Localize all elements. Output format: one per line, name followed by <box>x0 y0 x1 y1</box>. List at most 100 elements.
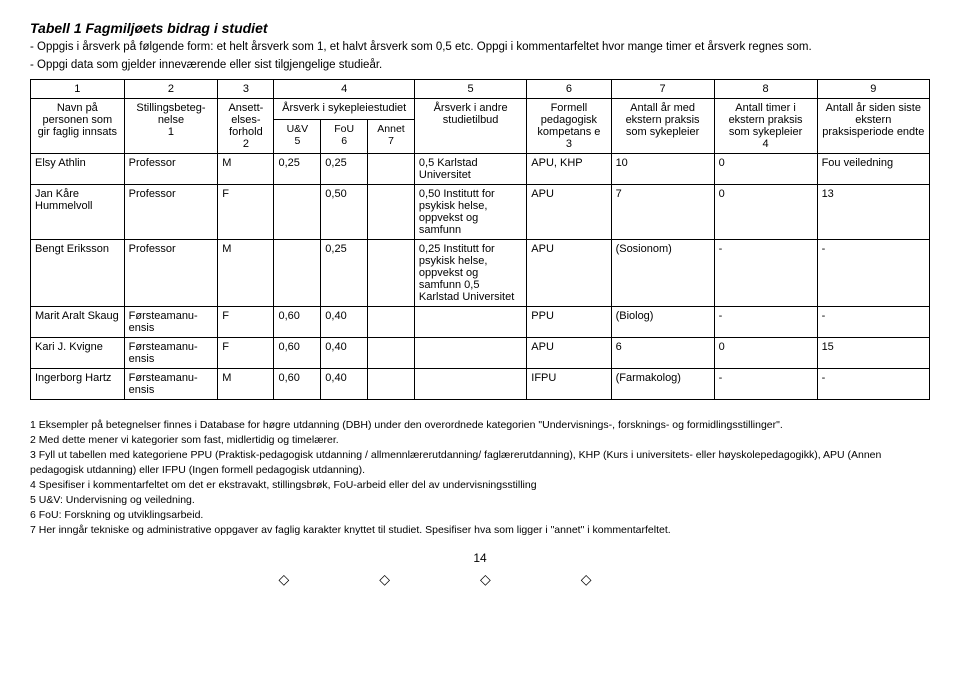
header-row: Navn på personen som gir faglig innsats … <box>31 99 930 120</box>
footnote-3: 3 Fyll ut tabellen med kategoriene PPU (… <box>30 448 930 476</box>
table-row: Marit Aralt SkaugFørsteamanu-ensisF0,600… <box>31 307 930 338</box>
cell-stilling: Førsteamanu-ensis <box>124 307 218 338</box>
cell-annet <box>368 185 415 240</box>
cell-uv: 0,60 <box>274 369 321 400</box>
cell-formell: PPU <box>527 307 611 338</box>
hdr-formell-fn: 3 <box>566 138 572 150</box>
hdr-formell: Formell pedagogisk kompetans e3 <box>527 99 611 154</box>
cell-andre: 0,5 Karlstad Universitet <box>414 154 526 185</box>
cell-fou: 0,25 <box>321 154 368 185</box>
colnum-3: 3 <box>218 80 274 99</box>
cell-uv: 0,25 <box>274 154 321 185</box>
cell-stilling: Professor <box>124 154 218 185</box>
page-number: 14 <box>30 551 930 565</box>
cell-annet <box>368 338 415 369</box>
colnum-4: 4 <box>274 80 414 99</box>
cell-timer: - <box>714 369 817 400</box>
cell-andre <box>414 307 526 338</box>
cell-formell: APU, KHP <box>527 154 611 185</box>
hdr-uv: U&V5 <box>274 119 321 153</box>
hdr-forhold: Ansett-elses-forhold2 <box>218 99 274 154</box>
cell-aar_med: (Biolog) <box>611 307 714 338</box>
cell-andre <box>414 369 526 400</box>
footnote-6: 6 FoU: Forskning og utviklingsarbeid. <box>30 508 930 522</box>
cell-aar_siden: - <box>817 240 929 307</box>
cell-timer: - <box>714 307 817 338</box>
colnum-6: 6 <box>527 80 611 99</box>
cell-aar_siden: 13 <box>817 185 929 240</box>
cell-aar_med: 10 <box>611 154 714 185</box>
cell-navn: Marit Aralt Skaug <box>31 307 125 338</box>
cell-aar_med: (Farmakolog) <box>611 369 714 400</box>
footnote-4: 4 Spesifiser i kommentarfeltet om det er… <box>30 478 930 492</box>
table-row: Elsy AthlinProfessorM0,250,250,5 Karlsta… <box>31 154 930 185</box>
hdr-aarsiden: Antall år siden siste ekstern praksisper… <box>817 99 929 154</box>
cell-forhold: M <box>218 240 274 307</box>
cell-formell: IFPU <box>527 369 611 400</box>
hdr-annet-fn: 7 <box>388 135 394 147</box>
cell-navn: Bengt Eriksson <box>31 240 125 307</box>
footnote-5: 5 U&V: Undervisning og veiledning. <box>30 493 930 507</box>
cell-forhold: M <box>218 369 274 400</box>
hdr-navn: Navn på personen som gir faglig innsats <box>31 99 125 154</box>
cell-aar_med: 6 <box>611 338 714 369</box>
note-1: - Oppgis i årsverk på følgende form: et … <box>30 40 930 56</box>
cell-stilling: Førsteamanu-ensis <box>124 338 218 369</box>
cell-timer: 0 <box>714 154 817 185</box>
footnote-1: 1 Eksempler på betegnelser finnes i Data… <box>30 418 930 432</box>
cell-uv: 0,60 <box>274 307 321 338</box>
hdr-timer-text: Antall timer i ekstern praksis som sykep… <box>729 102 803 138</box>
cell-formell: APU <box>527 240 611 307</box>
hdr-uv-fn: 5 <box>294 135 300 147</box>
cell-aar_siden: - <box>817 307 929 338</box>
note-2: - Oppgi data som gjelder inneværende ell… <box>30 58 930 74</box>
footnote-2: 2 Med dette mener vi kategorier som fast… <box>30 433 930 447</box>
hdr-stilling: Stillingsbeteg-nelse1 <box>124 99 218 154</box>
cell-uv <box>274 185 321 240</box>
colnum-8: 8 <box>714 80 817 99</box>
cell-forhold: M <box>218 154 274 185</box>
cell-aar_med: (Sosionom) <box>611 240 714 307</box>
hdr-timer-fn: 4 <box>763 138 769 150</box>
table-title: Tabell 1 Fagmiljøets bidrag i studiet <box>30 20 930 36</box>
hdr-timer: Antall timer i ekstern praksis som sykep… <box>714 99 817 154</box>
cell-fou: 0,40 <box>321 307 368 338</box>
colnum-row: 1 2 3 4 5 6 7 8 9 <box>31 80 930 99</box>
colnum-7: 7 <box>611 80 714 99</box>
cell-timer: 0 <box>714 185 817 240</box>
data-table: 1 2 3 4 5 6 7 8 9 Navn på personen som g… <box>30 79 930 400</box>
cell-aar_siden: - <box>817 369 929 400</box>
cell-timer: - <box>714 240 817 307</box>
hdr-forhold-fn: 2 <box>243 138 249 150</box>
cell-forhold: F <box>218 185 274 240</box>
cell-annet <box>368 154 415 185</box>
cell-fou: 0,50 <box>321 185 368 240</box>
hdr-aarmed: Antall år med ekstern praksis som sykepl… <box>611 99 714 154</box>
table-row: Ingerborg HartzFørsteamanu-ensisM0,600,4… <box>31 369 930 400</box>
hdr-stilling-fn: 1 <box>168 126 174 138</box>
cell-fou: 0,25 <box>321 240 368 307</box>
hdr-fou-fn: 6 <box>341 135 347 147</box>
cell-uv <box>274 240 321 307</box>
cell-andre: 0,50 Institutt for psykisk helse, oppvek… <box>414 185 526 240</box>
cell-aar_siden: Fou veiledning <box>817 154 929 185</box>
hdr-uv-text: U&V <box>287 123 309 135</box>
cell-fou: 0,40 <box>321 369 368 400</box>
hdr-annet: Annet7 <box>368 119 415 153</box>
cell-stilling: Førsteamanu-ensis <box>124 369 218 400</box>
cell-stilling: Professor <box>124 185 218 240</box>
cell-annet <box>368 240 415 307</box>
cell-formell: APU <box>527 338 611 369</box>
cell-navn: Ingerborg Hartz <box>31 369 125 400</box>
hdr-fou: FoU6 <box>321 119 368 153</box>
cell-uv: 0,60 <box>274 338 321 369</box>
cell-forhold: F <box>218 307 274 338</box>
cell-timer: 0 <box>714 338 817 369</box>
hdr-andre: Årsverk i andre studietilbud <box>414 99 526 154</box>
cell-navn: Elsy Athlin <box>31 154 125 185</box>
table-row: Jan Kåre HummelvollProfessorF0,500,50 In… <box>31 185 930 240</box>
hdr-forhold-text: Ansett-elses-forhold <box>228 102 263 138</box>
footnote-7: 7 Her inngår tekniske og administrative … <box>30 523 930 537</box>
cell-annet <box>368 307 415 338</box>
cell-formell: APU <box>527 185 611 240</box>
